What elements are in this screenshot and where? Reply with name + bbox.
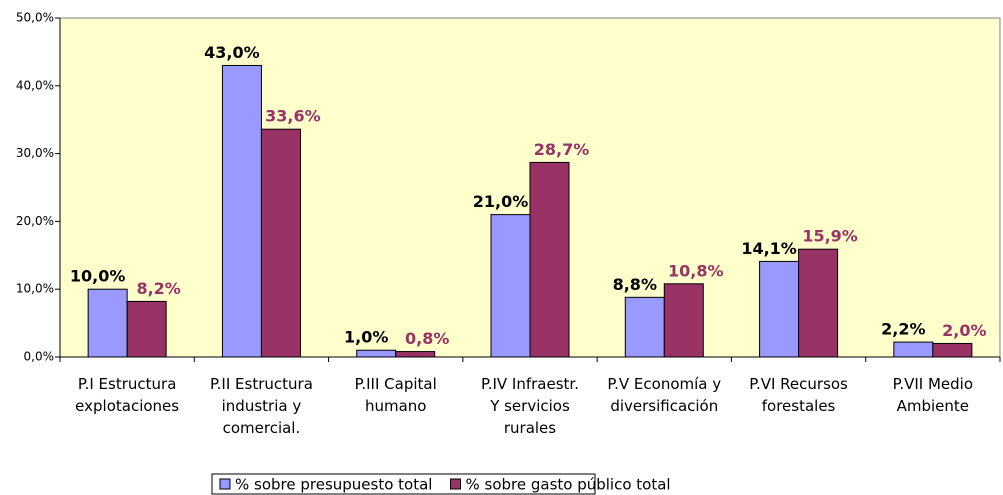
x-tick-label: P.II Estructura industria y comercial. bbox=[209, 375, 313, 437]
data-label: 0,8% bbox=[405, 329, 449, 348]
data-label: 33,6% bbox=[265, 107, 321, 126]
data-label: 10,8% bbox=[668, 261, 724, 280]
legend-label: % sobre presupuesto total bbox=[235, 476, 432, 494]
data-label: 8,8% bbox=[613, 275, 657, 294]
y-tick-label: 30,0% bbox=[16, 146, 54, 160]
y-tick-label: 40,0% bbox=[16, 78, 54, 92]
legend-label: % sobre gasto público total bbox=[465, 476, 670, 494]
data-label: 14,1% bbox=[741, 239, 797, 258]
bar bbox=[356, 349, 397, 358]
bar bbox=[126, 300, 167, 358]
legend-box bbox=[211, 473, 596, 495]
data-label: 15,9% bbox=[802, 227, 858, 246]
bar bbox=[798, 248, 839, 358]
x-tick-label: P.VII Medio Ambiente bbox=[892, 375, 974, 415]
bar bbox=[221, 64, 262, 358]
data-label: 10,0% bbox=[70, 267, 126, 286]
data-label: 8,2% bbox=[136, 279, 180, 298]
data-label: 21,0% bbox=[473, 192, 529, 211]
bar bbox=[759, 260, 800, 358]
data-label: 2,0% bbox=[942, 321, 986, 340]
x-tick-label: P.V Economía y diversificación bbox=[607, 375, 722, 415]
bar bbox=[490, 214, 531, 358]
bar bbox=[87, 288, 128, 358]
bar bbox=[663, 283, 704, 358]
bar bbox=[395, 351, 436, 358]
x-tick-label: P.VI Recursos forestales bbox=[749, 375, 848, 415]
data-label: 28,7% bbox=[534, 140, 590, 159]
legend-swatch bbox=[219, 478, 231, 490]
bar bbox=[624, 296, 665, 358]
legend-swatch bbox=[449, 478, 461, 490]
bar bbox=[932, 342, 973, 358]
bar bbox=[893, 341, 934, 358]
y-tick-label: 50,0% bbox=[16, 11, 54, 25]
bar bbox=[260, 128, 301, 358]
x-tick-label: P.I Estructura explotaciones bbox=[75, 375, 180, 415]
y-tick-label: 0,0% bbox=[24, 350, 55, 364]
data-label: 43,0% bbox=[204, 43, 260, 62]
y-tick-label: 20,0% bbox=[16, 214, 54, 228]
x-tick-label: P.III Capital humano bbox=[354, 375, 437, 415]
x-tick-label: P.IV Infraestr. Y servicios rurales bbox=[480, 375, 579, 437]
y-tick-label: 10,0% bbox=[16, 282, 54, 296]
bar bbox=[529, 161, 570, 358]
data-label: 1,0% bbox=[344, 328, 388, 347]
data-label: 2,2% bbox=[881, 320, 925, 339]
